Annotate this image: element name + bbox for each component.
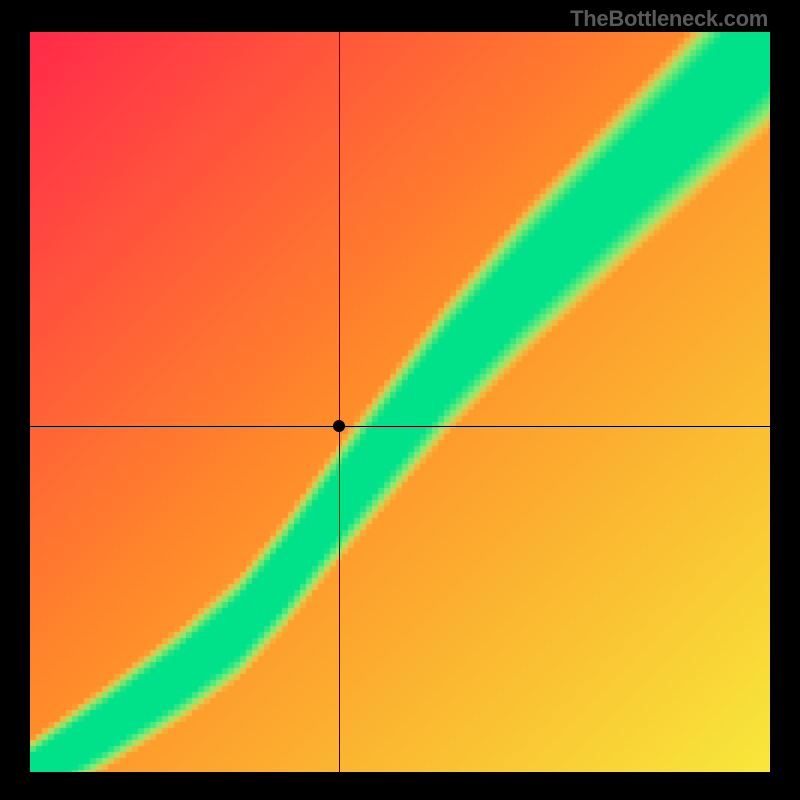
heatmap-canvas [30, 32, 770, 772]
crosshair-horizontal [30, 426, 770, 427]
chart-container: TheBottleneck.com [0, 0, 800, 800]
plot-area [30, 32, 770, 772]
data-point-marker [333, 420, 345, 432]
crosshair-vertical [339, 32, 340, 772]
watermark-text: TheBottleneck.com [570, 6, 768, 32]
